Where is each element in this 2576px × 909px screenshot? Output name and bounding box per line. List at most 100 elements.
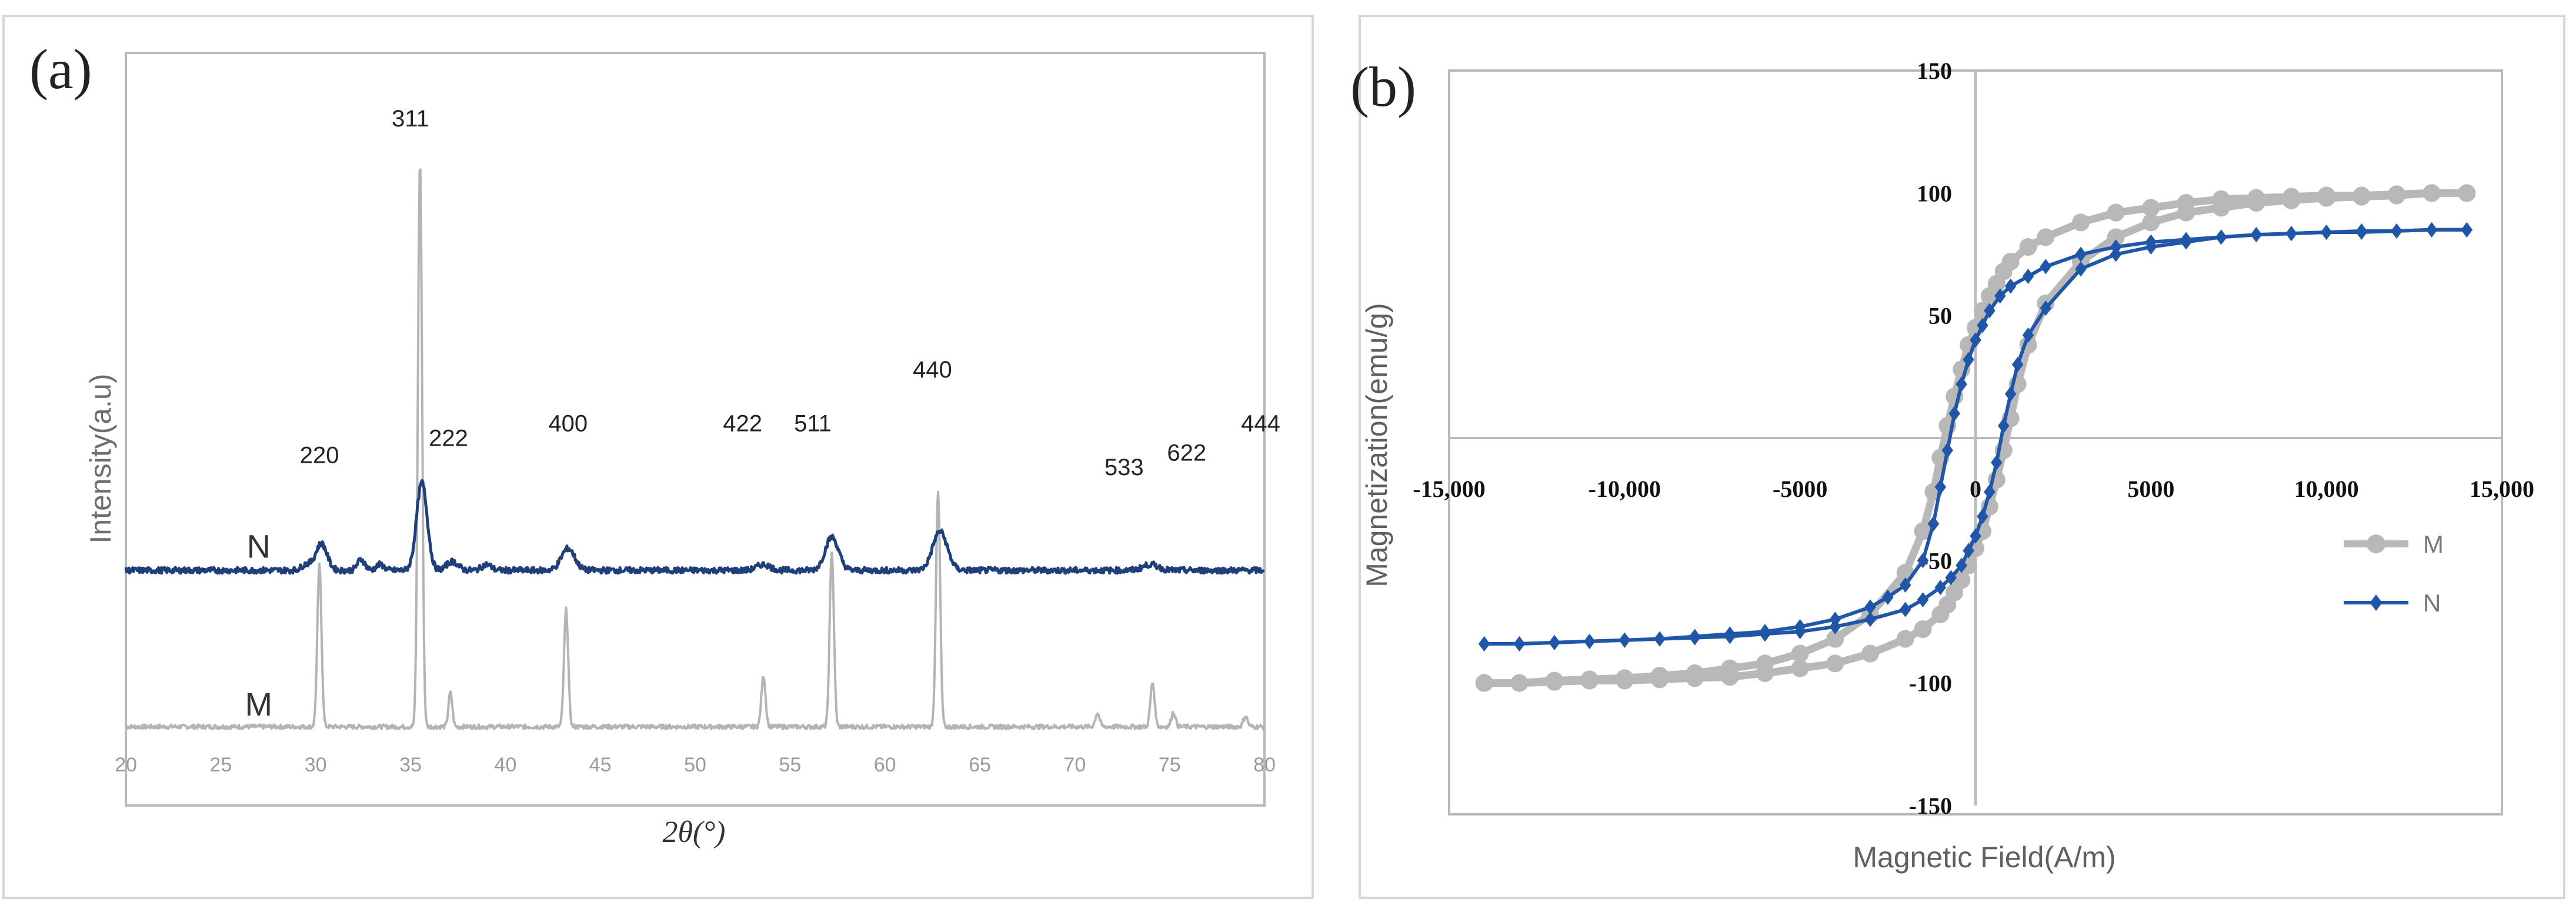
hysteresis-point-n: [2004, 278, 2017, 294]
panel-a-frame: [2, 15, 1314, 899]
hysteresis-point-m: [2019, 238, 2037, 256]
hysteresis-point-n: [2285, 226, 2297, 242]
hysteresis-point-m: [2072, 213, 2090, 232]
hysteresis-point-n: [1689, 630, 1701, 646]
hysteresis-point-n: [2320, 225, 2333, 240]
hysteresis-point-n: [2075, 261, 2087, 277]
xrd-x-tick-label: 65: [969, 754, 991, 776]
hysteresis-point-n: [2004, 386, 2017, 402]
hysteresis-point-m: [2283, 191, 2300, 209]
hysteresis-point-n: [1917, 592, 1929, 607]
xrd-x-tick-label: 20: [115, 754, 137, 776]
hysteresis-point-n: [1945, 570, 1957, 586]
hysteresis-point-m: [2247, 194, 2265, 212]
hysteresis-y-tick-label: -100: [1909, 670, 1952, 697]
legend-marker-n: [2370, 594, 2383, 611]
hysteresis-point-n: [1994, 288, 2006, 304]
legend-label-n: N: [2423, 589, 2441, 617]
hysteresis-point-n: [1997, 418, 2010, 434]
hysteresis-point-m: [1914, 522, 1932, 540]
hysteresis-point-m: [1721, 668, 1739, 686]
panel-b-frame: [1359, 15, 2565, 899]
hysteresis-x-tick-label: -10,000: [1589, 476, 1661, 502]
xrd-peak-label: 220: [300, 442, 339, 468]
hysteresis-point-m: [2353, 188, 2371, 206]
xrd-peak-labels: 220 311 222 400 422 511 440 533 622 444: [300, 106, 1280, 480]
hysteresis-point-n: [1991, 454, 2003, 470]
hysteresis-y-tick-label: 150: [1917, 58, 1952, 84]
xrd-peak-label: 422: [723, 410, 762, 436]
xrd-plot-frame: [125, 52, 1266, 807]
hysteresis-point-m: [1616, 671, 1634, 690]
hysteresis-point-n: [1583, 633, 1596, 649]
xrd-series-labels: NM: [245, 527, 273, 722]
xrd-x-tick-label: 45: [589, 754, 612, 776]
hysteresis-point-m: [1580, 671, 1599, 690]
hysteresis-point-n: [1478, 636, 1490, 651]
hysteresis-series-m-descending-line: [1480, 189, 2471, 687]
xrd-x-tick-label: 50: [684, 754, 706, 776]
hysteresis-point-n: [1549, 634, 1560, 650]
hysteresis-point-m: [1686, 669, 1704, 687]
xrd-y-axis-label: Intensity(a.u): [84, 373, 117, 543]
xrd-peak-label: 511: [794, 410, 832, 436]
hysteresis-legend: MN: [2344, 530, 2444, 617]
hysteresis-point-n: [2022, 269, 2034, 284]
hysteresis-point-n: [2425, 222, 2438, 238]
hysteresis-point-n: [1941, 442, 1954, 458]
hysteresis-x-tick-label: -5000: [1773, 476, 1827, 502]
hysteresis-point-n: [1934, 479, 1947, 495]
hysteresis-point-n: [1864, 599, 1876, 615]
hysteresis-point-n: [2145, 239, 2157, 255]
hysteresis-point-n: [1513, 636, 1526, 651]
hysteresis-point-n: [1956, 376, 1967, 392]
hysteresis-point-n: [1927, 516, 1940, 532]
hysteresis-axes: -15,000 -10,000 -5000 0 5000 10,000 15,000 150 1…: [1413, 58, 2534, 819]
hysteresis-point-n: [1977, 318, 1988, 333]
hysteresis-point-n: [1956, 557, 1967, 573]
xrd-x-tick-label: 70: [1063, 754, 1086, 776]
hysteresis-point-n: [1984, 303, 1996, 319]
hysteresis-point-m: [2107, 203, 2125, 222]
hysteresis-point-n: [1948, 406, 1960, 422]
hysteresis-point-n: [2075, 246, 2087, 262]
hysteresis-y-tick-label: 50: [1928, 303, 1952, 329]
xrd-peak-label: 400: [548, 410, 588, 436]
hysteresis-point-n: [1899, 577, 1911, 593]
hysteresis-series-m-ascending-line: [1480, 189, 2471, 687]
hysteresis-point-m: [1475, 674, 1493, 692]
hysteresis-point-n: [1882, 589, 1894, 605]
hysteresis-point-m: [1896, 630, 1914, 648]
xrd-series-m-line: [125, 168, 1265, 730]
hysteresis-x-tick-label: -15,000: [1413, 476, 1485, 502]
hysteresis-point-n: [1619, 632, 1631, 648]
hysteresis-point-n: [1963, 352, 1974, 367]
hysteresis-point-n: [1970, 528, 1981, 544]
hysteresis-point-m: [1861, 644, 1879, 663]
hysteresis-point-n: [1934, 580, 1947, 596]
hysteresis-y-axis-label: Magnetization(emu/g): [1360, 303, 1393, 587]
panel-a: (a) Intensity(a.u) 2θ(°) 20 25 30 35 40 45 50 5…: [2, 15, 1314, 899]
hysteresis-point-m: [2107, 228, 2125, 246]
hysteresis-point-m: [1826, 654, 1844, 673]
hysteresis-point-n: [2215, 229, 2227, 245]
hysteresis-point-m: [1510, 674, 1529, 692]
legend-label-m: M: [2423, 530, 2444, 558]
hysteresis-point-m: [1546, 673, 1563, 691]
hysteresis-x-tick-label: 0: [1970, 476, 1981, 502]
hysteresis-point-m: [1953, 571, 1971, 589]
hysteresis-point-n: [1794, 624, 1806, 640]
hysteresis-y-tick-label: -150: [1909, 793, 1952, 819]
hysteresis-x-tick-label: 15,000: [2470, 476, 2534, 502]
hysteresis-point-n: [2180, 234, 2192, 250]
xrd-peak-label: 622: [1167, 440, 1206, 466]
xrd-x-axis-label: 2θ(°): [663, 816, 726, 849]
hysteresis-point-m: [2212, 199, 2230, 217]
xrd-x-ticks: 20 25 30 35 40 45 50 55 60 65 70 75 80: [115, 754, 1276, 776]
hysteresis-point-m: [1980, 287, 1998, 305]
hysteresis-point-m: [2422, 184, 2441, 202]
hysteresis-point-n: [1864, 611, 1876, 627]
hysteresis-point-m: [1756, 664, 1774, 682]
hysteresis-point-m: [1651, 670, 1669, 689]
